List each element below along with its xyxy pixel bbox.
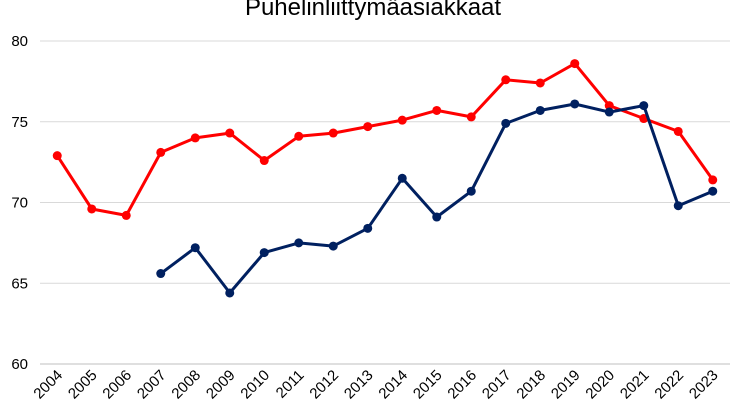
series-1-point [294, 131, 304, 141]
x-tick-label: 2021 [617, 367, 653, 403]
series-1-point [535, 78, 545, 88]
series-2-point [294, 238, 304, 248]
x-tick-label: 2015 [410, 367, 446, 403]
series-2-point [156, 269, 166, 279]
series-1-point [604, 101, 614, 111]
series-2-point [570, 99, 580, 109]
series-1-point [121, 210, 131, 220]
x-tick-label: 2010 [237, 367, 273, 403]
series-2-point [190, 243, 200, 253]
series-1-point [432, 105, 442, 115]
series-2-point [466, 186, 476, 196]
series-1-point [466, 112, 476, 122]
x-tick-label: 2006 [99, 367, 135, 403]
series-2-point [673, 201, 683, 211]
x-tick-label: 2019 [548, 367, 584, 403]
series-2-point [639, 101, 649, 111]
y-tick-label: 70 [11, 195, 28, 212]
series-2-point [604, 107, 614, 117]
x-tick-label: 2007 [134, 367, 170, 403]
series-1-point [397, 115, 407, 125]
series-2-point [328, 241, 338, 251]
series-2-point [397, 173, 407, 183]
y-tick-label: 80 [11, 33, 28, 50]
series-2-point [363, 223, 373, 233]
x-tick-label: 2013 [341, 367, 377, 403]
y-tick-label: 75 [11, 114, 28, 131]
series-1-point [190, 133, 200, 143]
series-1-point [156, 147, 166, 157]
x-tick-label: 2012 [306, 367, 342, 403]
series-1-point [225, 128, 235, 138]
series-line-2 [159, 102, 715, 295]
x-tick-label: 2020 [582, 367, 618, 403]
x-tick-label: 2014 [375, 367, 411, 403]
x-tick-label: 2023 [686, 367, 722, 403]
x-tick-label: 2005 [65, 367, 101, 403]
series-2-point [535, 105, 545, 115]
series-2-point [501, 118, 511, 128]
x-tick-label: 2016 [444, 367, 480, 403]
series-1-point [501, 75, 511, 85]
series-2-point [708, 186, 718, 196]
x-tick-label: 2008 [168, 367, 204, 403]
series-1-point [259, 156, 269, 166]
chart-title: Puhelinliittymäasiakkaat [244, 0, 502, 21]
series-1-point [673, 126, 683, 136]
series-line-1 [55, 62, 715, 217]
y-tick-label: 60 [11, 356, 28, 373]
x-tick-label: 2017 [479, 367, 515, 403]
series-1-point [570, 59, 580, 69]
series-1-point [328, 128, 338, 138]
x-tick-label: 2004 [30, 367, 66, 403]
series-1-point [363, 122, 373, 132]
y-tick-label: 65 [11, 275, 28, 292]
x-tick-label: 2011 [273, 367, 308, 402]
x-tick-label: 2009 [203, 367, 239, 403]
series-2-point [225, 288, 235, 298]
series-2-point [432, 212, 442, 222]
x-tick-label: 2018 [513, 367, 549, 403]
x-tick-label: 2022 [651, 367, 687, 403]
series-1-point [52, 151, 62, 161]
series-1-point [87, 204, 97, 214]
series-1-point [708, 175, 718, 185]
series-2-point [259, 248, 269, 258]
